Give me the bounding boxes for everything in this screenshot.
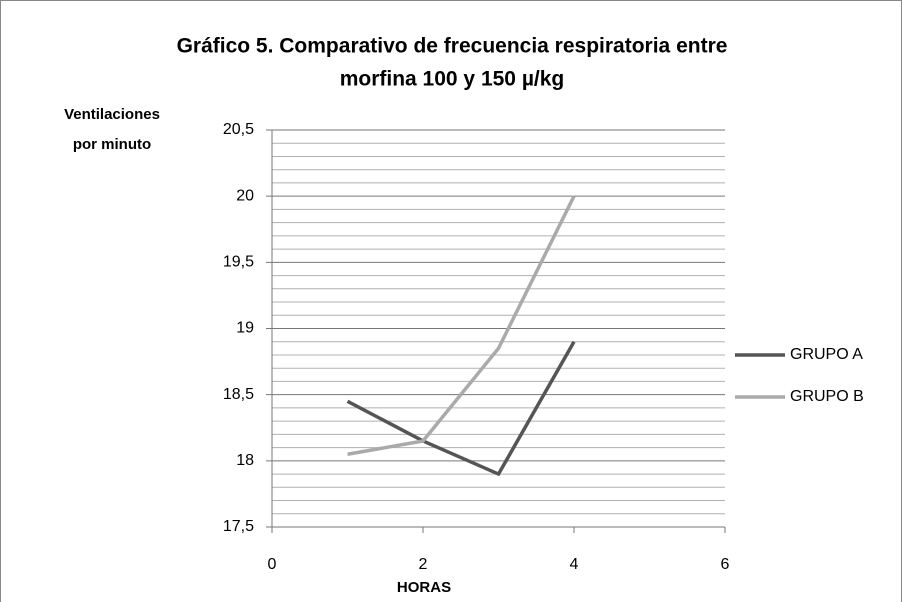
legend-label: GRUPO B: [790, 388, 864, 405]
series-line: [347, 195, 576, 456]
y-axis-label: por minuto: [73, 136, 151, 153]
x-tick-label: 6: [721, 556, 730, 573]
chart-title: morfina 100 y 150 µ/kg: [340, 68, 565, 91]
y-tick-label: 18,5: [223, 386, 254, 403]
y-tick-label: 20: [236, 187, 254, 204]
y-tick-label: 18: [236, 452, 254, 469]
y-tick-label: 17,5: [223, 518, 254, 535]
legend-label: GRUPO A: [790, 346, 863, 363]
x-tick-label: 0: [268, 556, 277, 573]
x-axis-label: HORAS: [397, 579, 451, 596]
y-tick-label: 19,5: [223, 254, 254, 271]
y-axis-label: Ventilaciones: [64, 106, 160, 123]
y-tick-label: 20,5: [223, 121, 254, 138]
y-tick-label: 19: [236, 320, 254, 337]
chart-title: Gráfico 5. Comparativo de frecuencia res…: [177, 35, 728, 58]
x-tick-label: 2: [419, 556, 428, 573]
series-line: [346, 340, 576, 477]
x-tick-label: 4: [570, 556, 579, 573]
